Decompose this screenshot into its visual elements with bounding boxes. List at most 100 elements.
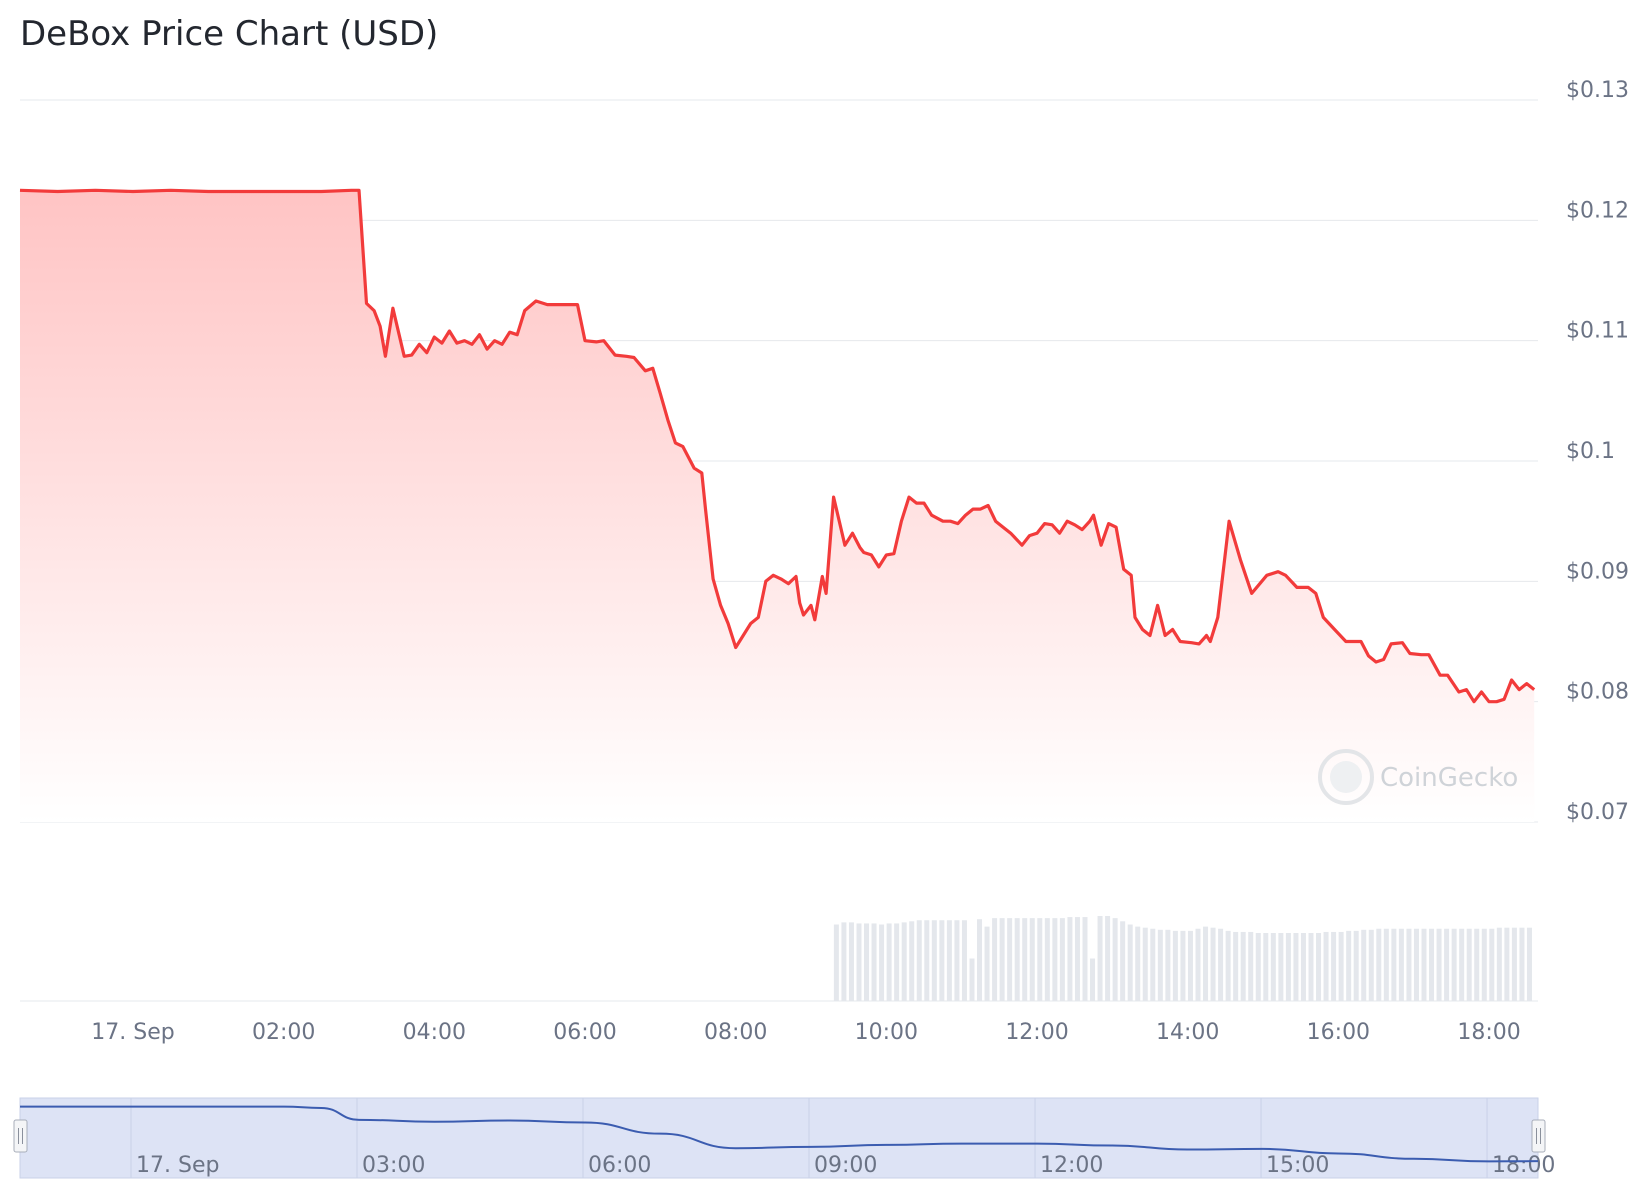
x-tick-label: 18:00 (1457, 1020, 1520, 1045)
volume-bar (1263, 933, 1269, 1001)
volume-bar (1195, 928, 1201, 1001)
volume-bar (916, 920, 922, 1001)
navigator-tick-label: 09:00 (814, 1153, 877, 1178)
volume-bar (1180, 930, 1186, 1001)
volume-bar (1429, 928, 1435, 1001)
volume-bar (1451, 928, 1457, 1001)
navigator-window[interactable] (19, 1097, 1539, 1179)
volume-bar (1444, 928, 1450, 1001)
navigator-tick-label: 03:00 (362, 1153, 425, 1178)
volume-bar (1376, 928, 1382, 1001)
x-tick-label: 04:00 (403, 1020, 466, 1045)
volume-bar (1421, 928, 1427, 1001)
volume-bar (1368, 929, 1374, 1001)
volume-bar (841, 922, 847, 1001)
gecko-logo-icon (1318, 749, 1374, 805)
navigator-line (20, 1105, 1539, 1163)
volume-bar (1489, 928, 1495, 1001)
volume-bar (1052, 918, 1058, 1001)
volume-bar (954, 920, 960, 1001)
volume-bar (1165, 929, 1171, 1001)
navigator-tick-label: 12:00 (1040, 1153, 1103, 1178)
volume-bar (1466, 928, 1472, 1001)
volume-bar (1218, 928, 1224, 1001)
volume-bar (1346, 930, 1352, 1001)
volume-bar (969, 958, 975, 1001)
volume-bar (1278, 933, 1284, 1001)
navigator-right-handle[interactable] (1531, 1119, 1546, 1153)
volume-bar (946, 920, 952, 1001)
y-tick-label: $0.1 (1566, 439, 1615, 464)
volume-bar (1391, 928, 1397, 1001)
volume-bar (1526, 927, 1532, 1001)
volume-bar (1361, 929, 1367, 1001)
volume-bar (1255, 933, 1261, 1001)
volume-bar (1135, 926, 1141, 1001)
volume-bar (909, 921, 915, 1001)
navigator[interactable]: 17. Sep 03:00 06:00 09:00 12:00 15:00 18:00 (13, 1097, 1555, 1179)
volume-bar (931, 920, 937, 1001)
volume-bar (871, 923, 877, 1001)
volume-bar (1225, 930, 1231, 1001)
volume-bar (886, 923, 892, 1001)
volume-bar (961, 920, 967, 1001)
volume-bar (999, 918, 1005, 1001)
volume-bar (1383, 928, 1389, 1001)
volume-bar (1474, 928, 1480, 1001)
y-axis-ticks: $0.13 $0.12 $0.11 $0.1 $0.09 $0.08 $0.07 (1566, 78, 1629, 825)
volume-bar (1459, 928, 1465, 1001)
volume-bar (864, 923, 870, 1001)
volume-bar (848, 922, 854, 1001)
volume-bar (1248, 931, 1254, 1001)
volume-bars (833, 916, 1532, 1001)
volume-bar (1338, 931, 1344, 1001)
volume-bar (1398, 928, 1404, 1001)
volume-bar (1353, 930, 1359, 1001)
x-tick-label: 12:00 (1005, 1020, 1068, 1045)
volume-bar (833, 924, 839, 1001)
volume-bar (1285, 933, 1291, 1001)
volume-bar (1293, 933, 1299, 1001)
volume-bar (1120, 921, 1126, 1001)
navigator-tick-label: 17. Sep (136, 1153, 219, 1178)
volume-bar (1022, 918, 1028, 1001)
x-tick-label: 17. Sep (91, 1020, 174, 1045)
volume-bar (1097, 916, 1103, 1001)
y-tick-label: $0.12 (1566, 198, 1629, 223)
volume-bar (984, 926, 990, 1001)
price-area (19, 188, 1536, 823)
volume-bar (1406, 928, 1412, 1001)
volume-bar (1504, 927, 1510, 1001)
volume-bar (1233, 931, 1239, 1001)
y-tick-label: $0.11 (1566, 319, 1629, 344)
navigator-tick-label: 06:00 (588, 1153, 651, 1178)
volume-bar (1187, 930, 1193, 1001)
x-tick-label: 08:00 (704, 1020, 767, 1045)
navigator-tick-label: 15:00 (1266, 1153, 1329, 1178)
volume-bar (1323, 931, 1329, 1001)
volume-bar (1240, 931, 1246, 1001)
watermark-text: CoinGecko (1380, 763, 1518, 793)
y-tick-label: $0.08 (1566, 680, 1629, 705)
volume-bar (1519, 927, 1525, 1001)
y-tick-label: $0.07 (1566, 800, 1629, 825)
price-line (19, 188, 1536, 704)
x-tick-label: 06:00 (553, 1020, 616, 1045)
x-tick-label: 10:00 (855, 1020, 918, 1045)
volume-bar (1044, 918, 1050, 1001)
volume-bar (1007, 918, 1013, 1001)
volume-bar (1090, 958, 1096, 1001)
volume-bar (939, 920, 945, 1001)
x-tick-label: 16:00 (1307, 1020, 1370, 1045)
volume-bar (1308, 933, 1314, 1001)
y-tick-label: $0.13 (1566, 78, 1629, 103)
volume-bar (1316, 933, 1322, 1001)
volume-bar (1150, 928, 1156, 1001)
volume-bar (879, 924, 885, 1001)
volume-bar (1029, 918, 1035, 1001)
volume-bar (1172, 930, 1178, 1001)
volume-bar (1511, 927, 1517, 1001)
navigator-left-handle[interactable] (13, 1119, 28, 1153)
volume-bar (924, 920, 930, 1001)
volume-bar (1496, 927, 1502, 1001)
